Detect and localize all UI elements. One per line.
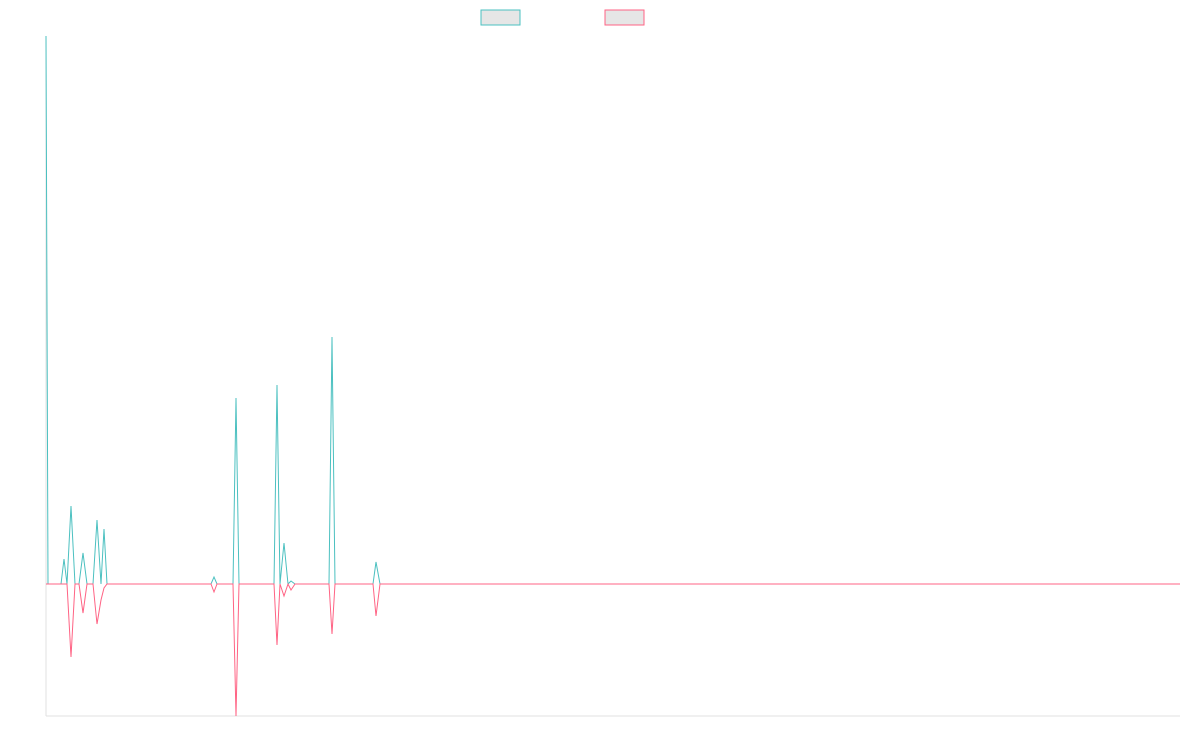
legend-swatch (480, 9, 521, 26)
series-line (46, 582, 1180, 717)
legend-swatch (604, 9, 645, 26)
series-line (45, 35, 1180, 586)
